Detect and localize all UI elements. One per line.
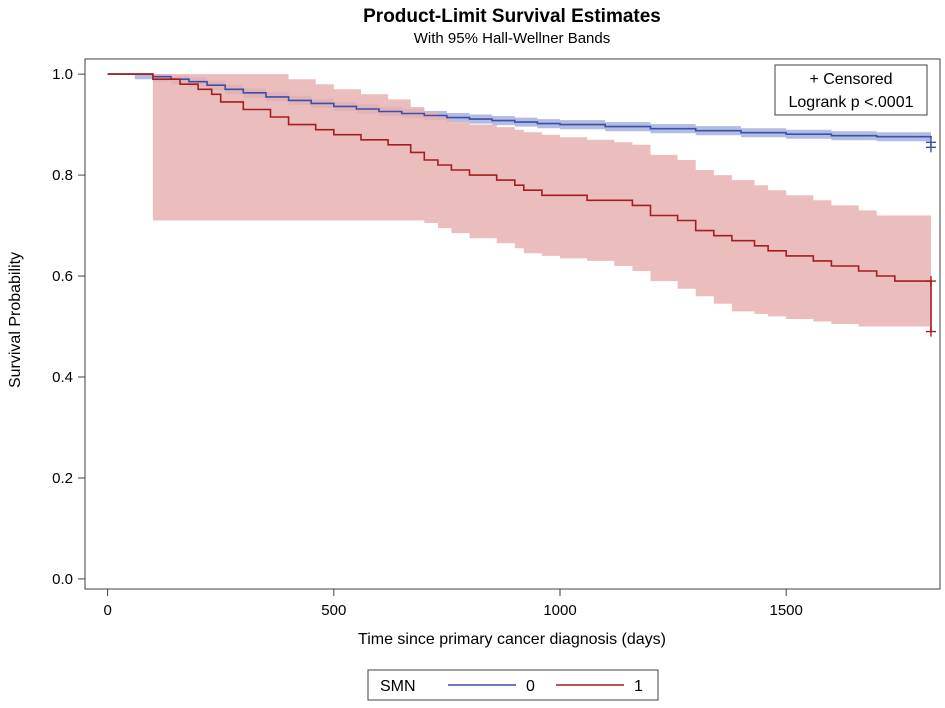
line-series-1 <box>107 73 932 332</box>
y-tick-label-2: 0.4 <box>52 369 73 386</box>
line-series-0 <box>107 73 932 138</box>
survival-lines <box>107 73 932 332</box>
legend-title: SMN <box>380 678 416 695</box>
y-axis-label: Survival Probability <box>7 252 24 388</box>
legend: SMN 0 1 <box>367 669 659 701</box>
y-tick-label-0: 0.0 <box>52 571 73 588</box>
censor-mark-series-1-1 <box>925 326 936 337</box>
logrank-label: Logrank p <.0001 <box>789 94 914 111</box>
legend-label-1: 1 <box>634 678 643 695</box>
legend-label-0: 0 <box>526 678 535 695</box>
y-tick-label-4: 0.8 <box>52 167 73 184</box>
censor-mark-series-0-1 <box>925 142 936 153</box>
stats-inset: + Censored Logrank p <.0001 <box>774 64 928 116</box>
x-tick-label-2: 1000 <box>543 602 576 619</box>
x-axis: 0 500 1000 1500 <box>103 589 803 619</box>
plot-area <box>84 58 941 590</box>
censor-mark-series-1-0 <box>925 276 936 287</box>
plot-frame <box>84 58 941 590</box>
censored-marks <box>925 137 936 337</box>
chart-subtitle: With 95% Hall-Wellner Bands <box>414 30 610 47</box>
band-series-1 <box>107 74 932 329</box>
y-tick-label-5: 1.0 <box>52 66 73 83</box>
x-tick-label-1: 500 <box>321 602 346 619</box>
censored-label: + Censored <box>809 71 892 88</box>
inset-frame <box>774 64 928 116</box>
y-tick-label-1: 0.2 <box>52 470 73 487</box>
chart-title: Product-Limit Survival Estimates <box>363 6 661 27</box>
x-tick-label-3: 1500 <box>770 602 803 619</box>
y-tick-label-3: 0.6 <box>52 268 73 285</box>
x-axis-label: Time since primary cancer diagnosis (day… <box>358 631 666 648</box>
y-axis: 0.0 0.2 0.4 0.6 0.8 1.0 <box>52 66 85 588</box>
x-tick-label-0: 0 <box>103 602 111 619</box>
